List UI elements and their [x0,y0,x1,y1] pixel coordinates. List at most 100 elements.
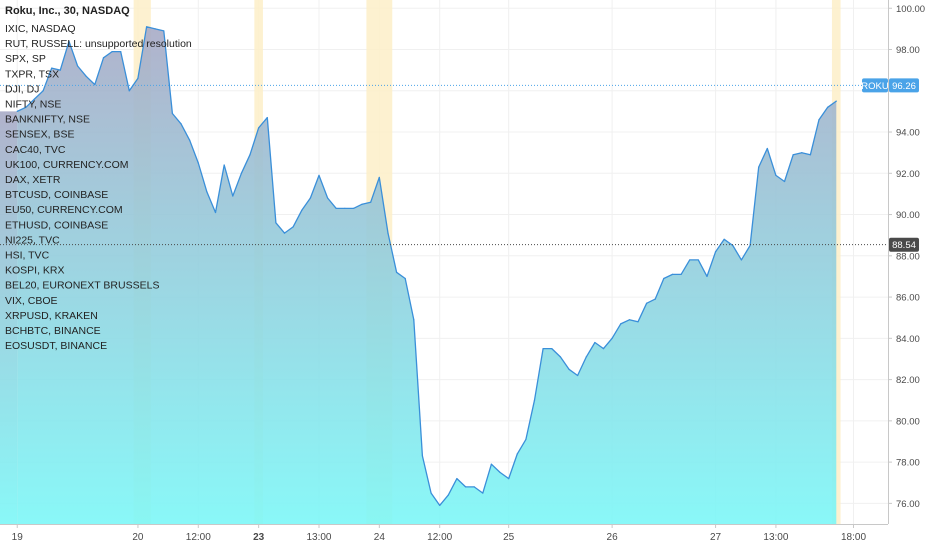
legend-item[interactable]: HSI, TVC [5,250,50,262]
price-data-point [128,90,130,92]
price-data-point [525,438,527,441]
price-data-point [344,207,346,209]
price-data-point [292,226,294,228]
legend-item[interactable]: EU50, CURRENCY.COM [5,204,123,216]
price-line-series [16,26,837,507]
price-data-point [473,486,475,488]
price-data-point [318,174,320,176]
price-data-point [137,77,139,79]
price-data-point [732,244,734,247]
price-data-point [602,348,605,350]
price-data-point [568,368,570,370]
y-axis[interactable]: 76.00 78.00 80.00 82.00 84.00 86.00 88.00 90.00… [888,4,925,510]
price-data-point [577,374,579,377]
x-axis-tick-label: 19 [12,532,24,543]
price-data-point [16,110,18,113]
price-data-point [689,259,691,261]
legend-item[interactable]: NI225, TVC [5,234,60,246]
legend-item[interactable]: BTCUSD, COINBASE [5,189,108,201]
price-area-series [0,26,837,525]
price-data-point [232,195,234,197]
chart-title[interactable]: Roku, Inc., 30, NASDAQ [5,5,130,17]
price-data-point [671,273,674,275]
price-badges: ROKU 96.26 88.54 [861,78,919,252]
y-axis-tick-label: 100.00 [896,4,925,15]
y-axis-tick-label: 94.00 [896,128,920,139]
price-area-leading-edge [0,111,18,525]
symbol-legend[interactable]: Roku, Inc., 30, NASDAQ IXIC, NASDAQ RUT, … [5,5,192,352]
y-axis-tick-label: 98.00 [896,45,920,56]
price-data-point [714,251,717,253]
legend-item[interactable]: DJI, DJ [5,83,39,95]
price-data-point [654,298,656,300]
price-data-point [533,399,536,401]
legend-item[interactable]: KOSPI, KRX [5,265,65,277]
price-data-point [611,337,613,339]
x-axis-tick-label: 12:00 [186,532,211,543]
legend-item[interactable]: SENSEX, BSE [5,129,74,141]
symbol-badge [862,78,888,93]
price-data-point [206,191,208,193]
price-data-point [102,57,105,59]
price-data-point [189,139,191,141]
x-axis-tick-label: 12:00 [427,532,452,543]
price-data-point [697,259,699,261]
price-data-point [482,492,484,494]
price-data-point [758,166,760,168]
price-data-point [628,319,630,321]
price-data-point [749,244,751,247]
price-data-point [585,356,587,358]
price-data-point [404,277,406,280]
price-data-point [740,259,743,261]
price-data-point [783,180,786,183]
legend-item[interactable]: SPX, SP [5,53,46,65]
legend-item[interactable]: RUT, RUSSELL: unsupported resolution [5,38,192,50]
legend-item[interactable]: DAX, XETR [5,174,61,186]
y-axis-tick-label: 84.00 [896,334,920,345]
price-data-point [706,275,708,278]
legend-item[interactable]: IXIC, NASDAQ [5,23,76,35]
legend-item[interactable]: BANKNIFTY, NSE [5,114,90,126]
x-axis-tick-label: 20 [132,532,144,543]
legend-item[interactable]: CAC40, TVC [5,144,66,156]
price-data-point [818,119,820,121]
y-axis-tick-label: 90.00 [896,210,920,221]
x-axis[interactable]: 19 20 12:00 23 13:00 24 12:00 25 26 27 13:00 18:00 [12,524,867,543]
price-data-point [801,152,803,154]
legend-item[interactable]: VIX, CBOE [5,295,58,307]
legend-item[interactable]: XRPUSD, KRAKEN [5,310,98,322]
price-data-point [439,504,441,507]
price-data-point [266,116,268,119]
symbol-badge-label: ROKU [861,81,889,92]
legend-item[interactable]: EOSUSDT, BINANCE [5,340,107,352]
price-data-point [154,28,156,30]
legend-item[interactable]: BEL20, EURONEXT BRUSSELS [5,280,159,292]
y-axis-tick-label: 80.00 [896,416,920,427]
price-data-point [327,197,329,199]
price-data-point [283,232,286,234]
price-data-point [275,222,277,224]
y-axis-tick-label: 92.00 [896,169,920,180]
legend-item[interactable]: ETHUSD, COINBASE [5,219,108,231]
price-data-point [240,172,242,174]
price-data-point [542,348,544,350]
price-data-point [551,348,553,350]
price-data-point [378,176,380,179]
legend-item[interactable]: UK100, CURRENCY.COM [5,159,129,171]
price-data-point [792,154,794,156]
x-axis-tick-label: 24 [374,532,386,543]
price-data-point [508,478,510,480]
price-data-point [335,207,337,209]
legend-item[interactable]: TXPR, TSX [5,68,59,80]
price-data-point [637,321,639,323]
price-data-point [214,211,217,214]
legend-item[interactable]: BCHBTC, BINANCE [5,325,101,337]
price-data-point [620,323,622,325]
price-data-point [447,494,449,496]
price-data-point [25,106,27,108]
y-axis-tick-label: 86.00 [896,293,920,304]
price-data-point [197,162,199,164]
y-axis-tick-label: 78.00 [896,458,920,469]
legend-item[interactable]: NIFTY, NSE [5,99,61,111]
